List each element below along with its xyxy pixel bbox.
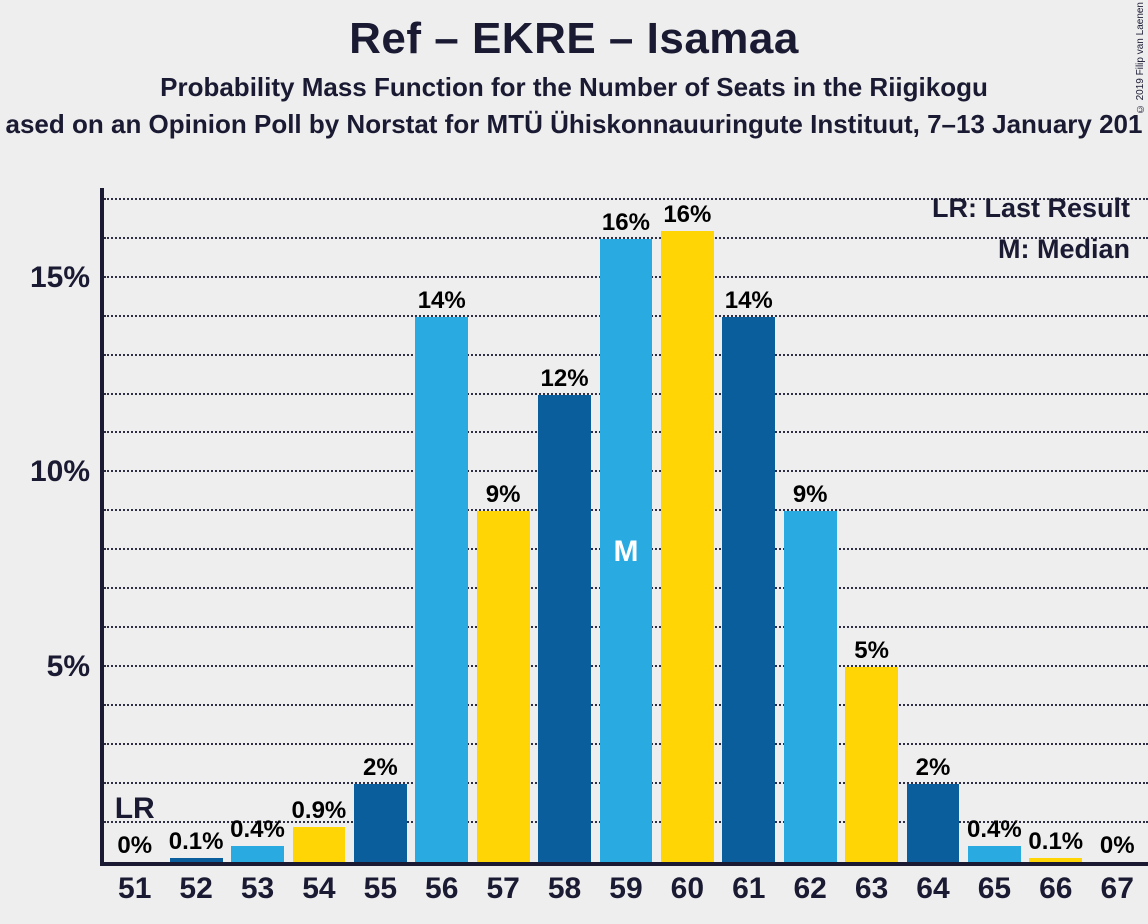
copyright-text: © 2019 Filip van Laenen [1135, 2, 1146, 114]
chart-subtitle-2: ased on an Opinion Poll by Norstat for M… [0, 109, 1148, 140]
x-axis-label: 57 [486, 862, 519, 906]
x-axis-label: 54 [302, 862, 335, 906]
bar: 0.9% [293, 827, 346, 862]
bar-value-label: 12% [541, 365, 589, 395]
bar-slot: 16%60 [657, 188, 718, 862]
bar-value-label: 0.9% [292, 797, 347, 827]
bar-slot: 9%57 [472, 188, 533, 862]
x-axis-label: 58 [548, 862, 581, 906]
bar-slot: 0%LR51 [104, 188, 165, 862]
bar-slot: 14%56 [411, 188, 472, 862]
x-axis-label: 65 [978, 862, 1011, 906]
bar: 14% [415, 317, 468, 862]
bar: 16%M [600, 239, 653, 862]
bar: 2% [354, 784, 407, 862]
bar-slot: 16%M59 [595, 188, 656, 862]
bar-value-label: 0.4% [230, 816, 285, 846]
x-axis-label: 62 [793, 862, 826, 906]
bar: 2% [907, 784, 960, 862]
chart-subtitle-1: Probability Mass Function for the Number… [0, 72, 1148, 103]
y-axis-label: 10% [30, 455, 104, 489]
bar-value-label: 16% [663, 201, 711, 231]
chart-page: Ref – EKRE – Isamaa Probability Mass Fun… [0, 0, 1148, 924]
y-axis-label: 5% [47, 650, 104, 684]
plot-area: LR: Last Result M: Median 0%LR510.1%520.… [100, 188, 1148, 866]
bar: 16% [661, 231, 714, 862]
bar-value-label: 16% [602, 209, 650, 239]
bar-slot: 2%55 [350, 188, 411, 862]
bar: 0.4% [231, 846, 284, 862]
bar-slot: 12%58 [534, 188, 595, 862]
x-axis-label: 59 [609, 862, 642, 906]
bar-value-label: 0.4% [967, 816, 1022, 846]
x-axis-label: 64 [916, 862, 949, 906]
x-axis-label: 52 [179, 862, 212, 906]
x-axis-label: 66 [1039, 862, 1072, 906]
x-axis-label: 60 [671, 862, 704, 906]
bar-slot: 0.1%52 [165, 188, 226, 862]
bar-value-label: 5% [854, 637, 889, 667]
bar-value-label: 0.1% [169, 828, 224, 858]
bar-slot: 14%61 [718, 188, 779, 862]
bar-value-label: 2% [916, 754, 951, 784]
bar-slot: 0%67 [1087, 188, 1148, 862]
bar-slot: 0.1%66 [1025, 188, 1086, 862]
bar-value-label: 9% [793, 481, 828, 511]
bar-slot: 0.9%54 [288, 188, 349, 862]
bar-value-label: 0% [1100, 832, 1135, 862]
x-axis-label: 51 [118, 862, 151, 906]
bar-value-label: 2% [363, 754, 398, 784]
y-axis-label: 15% [30, 261, 104, 295]
bar: 9% [784, 511, 837, 862]
x-axis-label: 53 [241, 862, 274, 906]
bar: 5% [845, 667, 898, 862]
x-axis-label: 67 [1101, 862, 1134, 906]
title-block: Ref – EKRE – Isamaa Probability Mass Fun… [0, 0, 1148, 140]
bar-slot: 5%63 [841, 188, 902, 862]
bar: 9% [477, 511, 530, 862]
bar-slot: 2%64 [902, 188, 963, 862]
bar: 14% [722, 317, 775, 862]
x-axis-label: 61 [732, 862, 765, 906]
bar-value-label: 9% [486, 481, 521, 511]
bar-value-label: 0.1% [1028, 828, 1083, 858]
median-annotation: M [613, 535, 638, 569]
bar: 12% [538, 395, 591, 863]
x-axis-label: 55 [364, 862, 397, 906]
x-axis-label: 56 [425, 862, 458, 906]
bars-container: 0%LR510.1%520.4%530.9%542%5514%569%5712%… [104, 188, 1148, 862]
bar-slot: 0.4%65 [964, 188, 1025, 862]
bar: 0.4% [968, 846, 1021, 862]
chart-title: Ref – EKRE – Isamaa [0, 14, 1148, 64]
x-axis-label: 63 [855, 862, 888, 906]
bar-value-label: 14% [418, 287, 466, 317]
bar-slot: 9%62 [779, 188, 840, 862]
bar-value-label: 14% [725, 287, 773, 317]
lr-annotation: LR [115, 792, 155, 862]
bar-slot: 0.4%53 [227, 188, 288, 862]
